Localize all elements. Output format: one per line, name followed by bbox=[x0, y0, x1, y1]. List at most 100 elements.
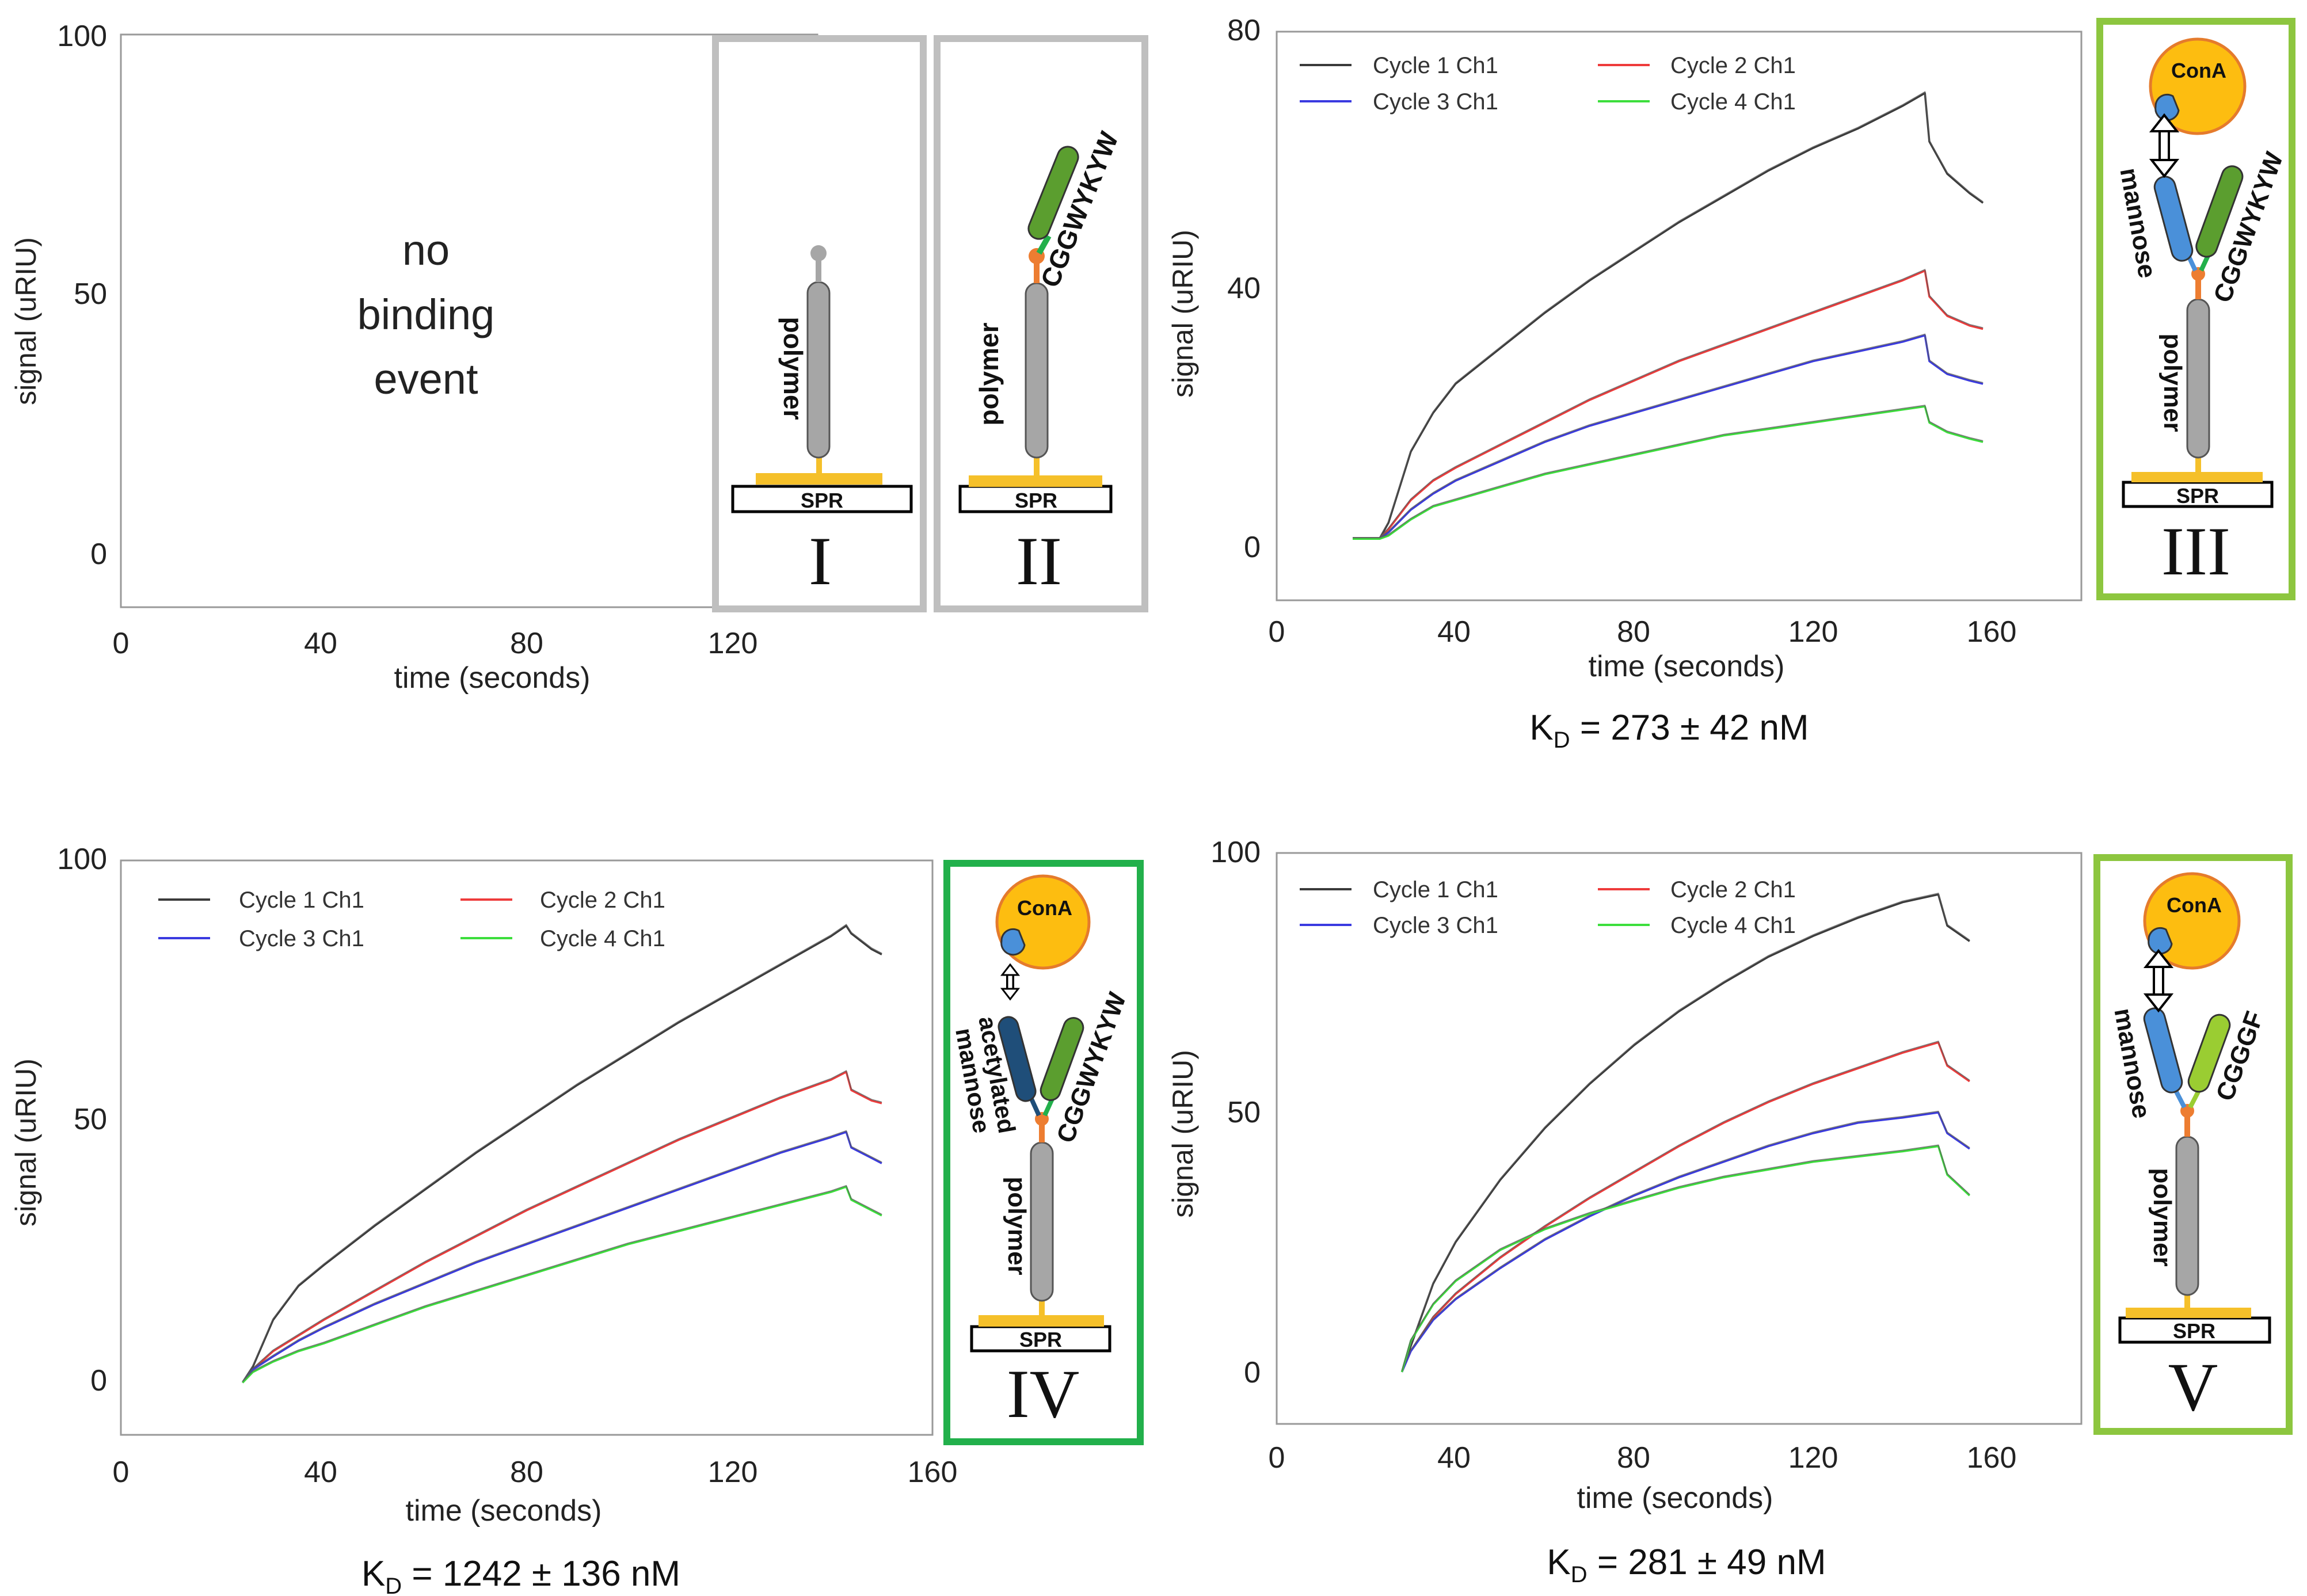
xtick-label: 40 bbox=[1437, 615, 1471, 649]
xtick-label: 80 bbox=[510, 1456, 543, 1489]
polymer-stem bbox=[1039, 1298, 1045, 1315]
kd-value: = 281 ± 49 nM bbox=[1588, 1542, 1826, 1582]
legend: Cycle 1 Ch1 Cycle 2 Ch1 Cycle 3 Ch1 Cycl… bbox=[1300, 53, 1796, 115]
legend-label: Cycle 4 Ch1 bbox=[1670, 89, 1796, 115]
xtick-label: 0 bbox=[113, 627, 130, 660]
arrow-head bbox=[2149, 113, 2180, 132]
x-axis-label: time (seconds) bbox=[406, 1494, 602, 1528]
conA-label: ConA bbox=[2171, 59, 2226, 82]
polymer-rod bbox=[2175, 1136, 2199, 1296]
legend-label: Cycle 3 Ch1 bbox=[239, 926, 364, 951]
xtick-label: 120 bbox=[708, 627, 758, 660]
x-axis-label: time (seconds) bbox=[394, 661, 591, 695]
annotation-line: binding bbox=[357, 291, 495, 338]
polymer-rod bbox=[1030, 1141, 1054, 1302]
spr-chip bbox=[2122, 481, 2274, 508]
panel-numeral: III bbox=[2161, 513, 2230, 589]
xtick-label: 160 bbox=[1967, 615, 2017, 649]
conA-binding-site bbox=[2148, 927, 2173, 955]
legend: Cycle 1 Ch1 Cycle 2 Ch1 Cycle 3 Ch1 Cycl… bbox=[1300, 877, 1796, 938]
gold-layer bbox=[969, 475, 1102, 487]
arrow-head bbox=[1000, 963, 1021, 976]
xtick-label: 160 bbox=[1967, 1441, 2017, 1475]
spr-chip bbox=[970, 1325, 1111, 1353]
linker-arm bbox=[2173, 1090, 2187, 1109]
legend-label: Cycle 2 Ch1 bbox=[1670, 53, 1796, 78]
spr-label: SPR bbox=[1019, 1328, 1062, 1351]
polymer-rod bbox=[806, 281, 831, 459]
x-axis-label: time (seconds) bbox=[1589, 650, 1785, 683]
schematic-II: CGGWYKYW polymer SPR II bbox=[934, 35, 1148, 612]
peptide-rod bbox=[2195, 165, 2244, 258]
series-line-cycle-1 bbox=[242, 924, 882, 1384]
peptide-rod bbox=[1040, 1016, 1084, 1102]
fit-line-cycle-4 bbox=[1401, 1144, 1970, 1372]
xtick-label: 0 bbox=[1269, 1441, 1285, 1475]
kd-subscript: D bbox=[385, 1574, 402, 1596]
polymer-label: polymer bbox=[1003, 1176, 1031, 1275]
chart-panel-1: signal (uRIU) time (seconds) 100 50 0 0 … bbox=[10, 20, 819, 695]
ytick-label: 0 bbox=[90, 1364, 107, 1397]
xtick-label: 120 bbox=[708, 1456, 758, 1489]
legend-label: Cycle 1 Ch1 bbox=[239, 887, 364, 913]
kd-label: KD = 273 ± 42 nM bbox=[1529, 708, 1809, 753]
schematic-IV: ConA acetylated mannose CGGWYKYW polymer… bbox=[943, 860, 1144, 1445]
legend-label: Cycle 2 Ch1 bbox=[540, 887, 665, 913]
mannose-rod bbox=[2143, 1007, 2183, 1094]
spr-label: SPR bbox=[2173, 1319, 2215, 1343]
arrow-head bbox=[2143, 949, 2174, 968]
fit-line-cycle-4 bbox=[242, 1184, 882, 1382]
xtick-label: 80 bbox=[510, 627, 543, 660]
plot-frame bbox=[1276, 31, 2083, 601]
arrow-head bbox=[1000, 988, 1021, 1001]
xtick-label: 40 bbox=[304, 1456, 337, 1489]
xtick-label: 40 bbox=[304, 627, 337, 660]
annotation-line: event bbox=[374, 355, 478, 403]
fit-line-cycle-2 bbox=[1353, 268, 1984, 539]
conA-binding-site bbox=[2154, 93, 2180, 121]
panel-numeral: V bbox=[2168, 1349, 2218, 1425]
series-line-cycle-2 bbox=[1400, 1041, 1970, 1373]
series-line-cycle-4 bbox=[1400, 1145, 1970, 1373]
xtick-label: 80 bbox=[1617, 615, 1650, 649]
series-lines bbox=[1353, 91, 1984, 540]
polymer-end bbox=[810, 245, 827, 261]
peptide-rod bbox=[2187, 1014, 2231, 1093]
y-axis-label: signal (uRIU) bbox=[10, 1058, 42, 1226]
fit-line-cycle-2 bbox=[242, 1069, 882, 1382]
gold-layer bbox=[2126, 1308, 2251, 1318]
xtick-label: 160 bbox=[908, 1456, 958, 1489]
ytick-label: 0 bbox=[1244, 531, 1261, 564]
plot-frame bbox=[120, 33, 819, 608]
xtick-label: 120 bbox=[1788, 1441, 1838, 1475]
polymer-stem bbox=[1034, 455, 1040, 475]
gold-layer bbox=[2131, 472, 2263, 482]
panel-numeral: IV bbox=[1007, 1355, 1080, 1432]
y-axis-label: signal (uRIU) bbox=[1167, 1050, 1199, 1218]
kd-symbol: K bbox=[1529, 708, 1553, 748]
legend-label: Cycle 4 Ch1 bbox=[540, 926, 665, 951]
polymer-stem bbox=[816, 455, 822, 473]
series-lines bbox=[242, 923, 882, 1384]
fit-line-cycle-1 bbox=[242, 923, 882, 1382]
spr-chip bbox=[2118, 1316, 2271, 1344]
peptide-rod bbox=[1027, 146, 1079, 240]
mannose-rod bbox=[2153, 176, 2194, 262]
polymer-label: polymer bbox=[2158, 333, 2187, 432]
conA-label: ConA bbox=[1017, 896, 1072, 920]
panel-numeral: II bbox=[1016, 523, 1062, 599]
annotation-line: no bbox=[402, 226, 450, 274]
ytick-label: 50 bbox=[1227, 1096, 1261, 1129]
arrow-head bbox=[2143, 993, 2174, 1013]
spr-label: SPR bbox=[1015, 489, 1057, 512]
schematic-I: polymer SPR I bbox=[712, 35, 927, 612]
spr-label: SPR bbox=[801, 489, 843, 512]
linker-arm bbox=[2188, 1090, 2201, 1109]
ytick-label: 100 bbox=[57, 20, 107, 53]
schematic-III: ConA mannose CGGWYKYW polymer SPR III bbox=[2096, 18, 2295, 600]
polymer-stem bbox=[2195, 456, 2201, 472]
ytick-label: 0 bbox=[90, 538, 107, 571]
y-axis-label: signal (uRIU) bbox=[10, 237, 42, 405]
polymer-label: polymer bbox=[974, 322, 1004, 425]
gold-layer bbox=[756, 473, 882, 485]
